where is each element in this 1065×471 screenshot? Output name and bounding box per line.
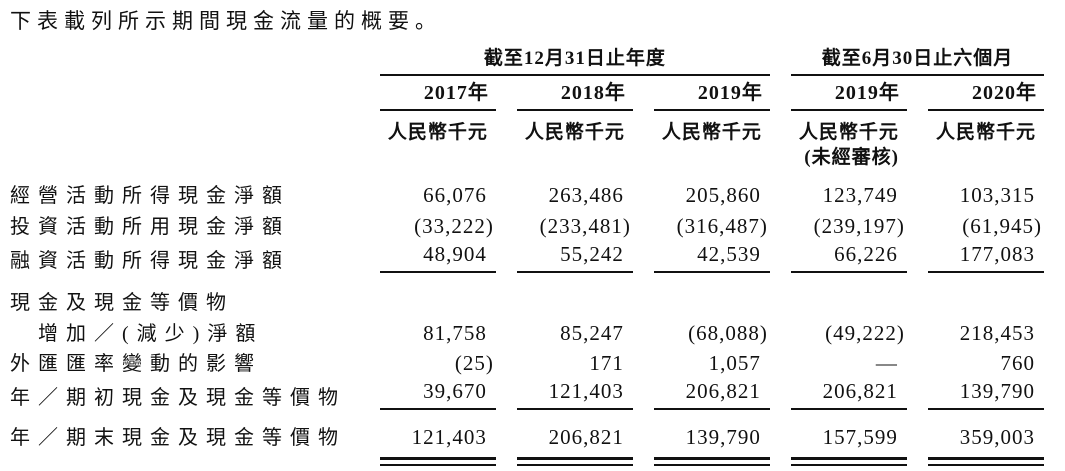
total-double-rule [653,450,770,466]
cell-value: 55,242 [516,239,633,273]
row-label: 年／期初現金及現金等價物 [10,387,346,409]
cash-flow-summary-table: 截至12月31日止年度 截至6月30日止六個月 2017年 2018年 2019… [0,41,1065,466]
empty-cell [928,273,1044,315]
empty-cell [654,273,770,315]
double-rule [927,457,1044,466]
unit-label-unaudited: 人民幣千元 (未經審核) [791,111,907,170]
row-label: 年／期末現金及現金等價物 [10,427,346,449]
double-rule [653,457,770,466]
column-group-year-ended: 截至12月31日止年度 [379,41,770,76]
cell-value: (49,222) [825,321,905,345]
cell-value: 81,758 [423,321,487,345]
table-row-ending-cash: 年／期末現金及現金等價物 121,403 206,821 139,790 157… [0,410,1044,450]
cell-value: 103,315 [959,183,1035,207]
cell-value: (68,088) [688,321,768,345]
row-label: 現金及現金等價物 [10,292,234,314]
cell-value: 39,670 [379,376,496,410]
table-row-net-change: 增加／(減少)淨額 81,758 85,247 (68,088) (49,222… [0,315,1044,346]
empty-cell [380,273,496,315]
cell-value: 177,083 [927,239,1044,273]
table-row-operating: 經營活動所得現金淨額 66,076 263,486 205,860 123,74… [0,170,1044,208]
page-title: 下表載列所示期間現金流量的概要。 [10,9,442,33]
unit-label: 人民幣千元 [524,122,625,143]
row-label: 投資活動所用現金淨額 [10,216,290,238]
row-label: 融資活動所得現金淨額 [10,250,290,272]
table-row-units: 人民幣千元 人民幣千元 人民幣千元 人民幣千元 (未經審核) 人民幣千元 [0,111,1044,170]
empty-cell [0,450,359,466]
row-label: 外匯匯率變動的影響 [10,353,262,375]
row-label: 經營活動所得現金淨額 [10,185,290,207]
cell-value: 85,247 [560,321,624,345]
cell-value: 206,821 [653,376,770,410]
cell-value: 171 [589,351,624,375]
total-double-rule [790,450,907,466]
unaudited-note: (未經審核) [804,147,899,168]
cell-value: 263,486 [548,183,624,207]
cell-value: 66,226 [790,239,907,273]
cell-value: 157,599 [822,425,898,449]
empty-cell [791,273,907,315]
total-double-rule [516,450,633,466]
cell-value: 205,860 [685,183,761,207]
cell-value: 359,003 [959,425,1035,449]
cell-value: 48,904 [379,239,496,273]
cell-value: 123,749 [822,183,898,207]
table-row-net-change-label: 現金及現金等價物 [0,273,1044,315]
cell-value: 121,403 [411,425,487,449]
year-header-2020: 2020年 [927,76,1044,111]
table-row-beginning-cash: 年／期初現金及現金等價物 39,670 121,403 206,821 206,… [0,376,1044,410]
table-row-fx-effect: 外匯匯率變動的影響 (25) 171 1,057 — 760 [0,346,1044,376]
year-header-2017: 2017年 [379,76,496,111]
cell-value: — [875,351,898,375]
column-group-six-months: 截至6月30日止六個月 [790,41,1044,76]
cell-value: (33,222) [414,214,494,238]
unit-label: 人民幣千元 [661,122,762,143]
year-header-2019-interim: 2019年 [790,76,907,111]
double-rule [379,457,496,466]
cell-value: 121,403 [516,376,633,410]
cell-value: (233,481) [539,214,631,238]
empty-cell [0,76,359,111]
cell-value: (239,197) [813,214,905,238]
year-header-2019: 2019年 [653,76,770,111]
table-row-double-rule [0,450,1044,466]
total-double-rule [927,450,1044,466]
table-row-financing: 融資活動所得現金淨額 48,904 55,242 42,539 66,226 1… [0,239,1044,273]
double-rule [790,457,907,466]
total-double-rule [379,450,496,466]
unit-label: 人民幣千元 [798,122,899,143]
cell-value: 139,790 [685,425,761,449]
cell-value: 218,453 [959,321,1035,345]
unit-label: 人民幣千元 [387,122,488,143]
cell-value: (316,487) [676,214,768,238]
cell-value: 139,790 [927,376,1044,410]
double-rule [516,457,633,466]
cell-value: 66,076 [423,183,487,207]
empty-cell [0,111,359,170]
table-row-investing: 投資活動所用現金淨額 (33,222) (233,481) (316,487) … [0,208,1044,239]
cell-value: 206,821 [548,425,624,449]
table-row-year-headers: 2017年 2018年 2019年 2019年 2020年 [0,76,1044,111]
cell-value: 42,539 [653,239,770,273]
row-label: 增加／(減少)淨額 [38,323,264,345]
cell-value: 760 [1000,351,1035,375]
unit-label: 人民幣千元 [935,122,1036,143]
cell-value: 206,821 [790,376,907,410]
empty-cell [517,273,633,315]
year-header-2018: 2018年 [516,76,633,111]
cell-value: (61,945) [962,214,1042,238]
cell-value: 1,057 [708,351,761,375]
cell-value: (25) [454,351,494,375]
table-row-period-groups: 截至12月31日止年度 截至6月30日止六個月 [0,41,1044,76]
empty-cell [0,41,359,76]
